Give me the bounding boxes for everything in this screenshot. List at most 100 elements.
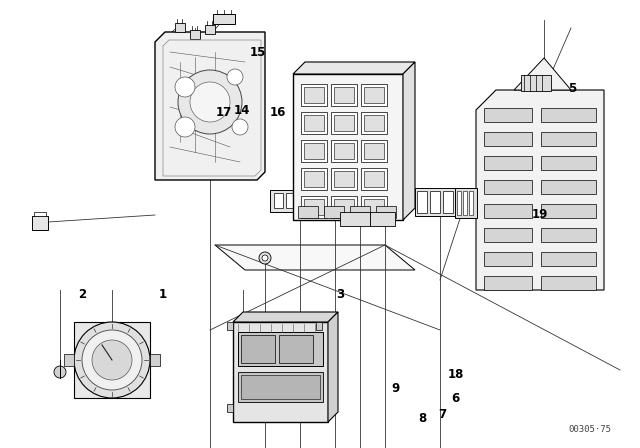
Bar	[541, 132, 596, 146]
Polygon shape	[328, 312, 338, 422]
Bar	[304, 199, 324, 215]
Bar	[541, 228, 596, 242]
Bar	[364, 171, 384, 187]
Bar	[340, 212, 370, 226]
Bar	[361, 196, 387, 218]
Bar	[484, 180, 532, 194]
Text: 14: 14	[234, 103, 250, 116]
Text: 17: 17	[216, 105, 232, 119]
Bar	[350, 206, 370, 218]
Bar	[364, 143, 384, 159]
Bar	[301, 112, 327, 134]
Bar	[541, 252, 596, 266]
Bar	[364, 199, 384, 215]
Bar	[331, 168, 357, 190]
Circle shape	[190, 82, 230, 122]
Circle shape	[178, 70, 242, 134]
Polygon shape	[293, 62, 415, 74]
Bar	[469, 191, 473, 215]
Bar	[331, 112, 357, 134]
Polygon shape	[476, 90, 604, 290]
Bar	[364, 87, 384, 103]
Circle shape	[232, 119, 248, 135]
Bar	[270, 190, 335, 212]
Bar	[415, 188, 457, 216]
Bar	[34, 212, 46, 216]
Bar	[227, 404, 233, 412]
Bar	[334, 171, 354, 187]
Bar	[32, 216, 48, 230]
Bar	[279, 335, 313, 363]
Bar	[213, 14, 235, 24]
Polygon shape	[155, 32, 265, 180]
Bar	[233, 322, 328, 422]
Bar	[74, 322, 150, 398]
Bar	[455, 188, 477, 218]
Bar	[361, 112, 387, 134]
Bar	[361, 140, 387, 162]
Bar	[334, 199, 354, 215]
Text: 19: 19	[532, 208, 548, 221]
Bar	[298, 206, 318, 218]
Text: 6: 6	[451, 392, 459, 405]
Text: 16: 16	[270, 105, 286, 119]
Text: 7: 7	[438, 409, 446, 422]
Bar	[331, 140, 357, 162]
Bar	[484, 228, 532, 242]
Bar	[541, 204, 596, 218]
Bar	[304, 143, 324, 159]
Bar	[541, 108, 596, 122]
Text: 5: 5	[568, 82, 576, 95]
Circle shape	[175, 77, 195, 97]
Bar	[370, 212, 395, 226]
Bar	[301, 196, 327, 218]
Bar	[301, 140, 327, 162]
Bar	[301, 168, 327, 190]
Bar	[304, 171, 324, 187]
Bar	[304, 115, 324, 131]
Bar	[443, 191, 453, 213]
Bar	[484, 132, 532, 146]
Bar	[521, 75, 551, 91]
Bar	[298, 193, 307, 208]
Bar	[310, 193, 319, 208]
Bar	[430, 191, 440, 213]
Bar	[205, 25, 215, 34]
Text: 8: 8	[418, 412, 426, 425]
Bar	[175, 23, 185, 32]
Bar	[334, 87, 354, 103]
Bar	[484, 204, 532, 218]
Bar	[376, 206, 396, 218]
Bar	[361, 168, 387, 190]
Bar	[241, 335, 275, 363]
Bar	[304, 87, 324, 103]
Circle shape	[92, 340, 132, 380]
Polygon shape	[215, 245, 415, 270]
Circle shape	[74, 322, 150, 398]
Bar	[241, 375, 320, 399]
Text: 00305·75: 00305·75	[568, 426, 611, 435]
Circle shape	[54, 366, 66, 378]
Bar	[301, 84, 327, 106]
Bar	[484, 156, 532, 170]
Circle shape	[262, 255, 268, 261]
Circle shape	[227, 69, 243, 85]
Text: 18: 18	[448, 369, 464, 382]
Bar	[238, 372, 323, 402]
Bar	[238, 332, 323, 366]
Bar	[331, 196, 357, 218]
Text: 15: 15	[250, 46, 266, 59]
Text: 3: 3	[336, 289, 344, 302]
Bar	[286, 193, 295, 208]
Circle shape	[175, 117, 195, 137]
Bar	[541, 276, 596, 290]
Text: 9: 9	[391, 382, 399, 395]
Circle shape	[259, 252, 271, 264]
Circle shape	[82, 330, 142, 390]
Bar	[463, 191, 467, 215]
Bar	[417, 191, 427, 213]
Polygon shape	[233, 312, 338, 322]
Bar	[541, 156, 596, 170]
Text: 2: 2	[78, 289, 86, 302]
Bar	[457, 191, 461, 215]
